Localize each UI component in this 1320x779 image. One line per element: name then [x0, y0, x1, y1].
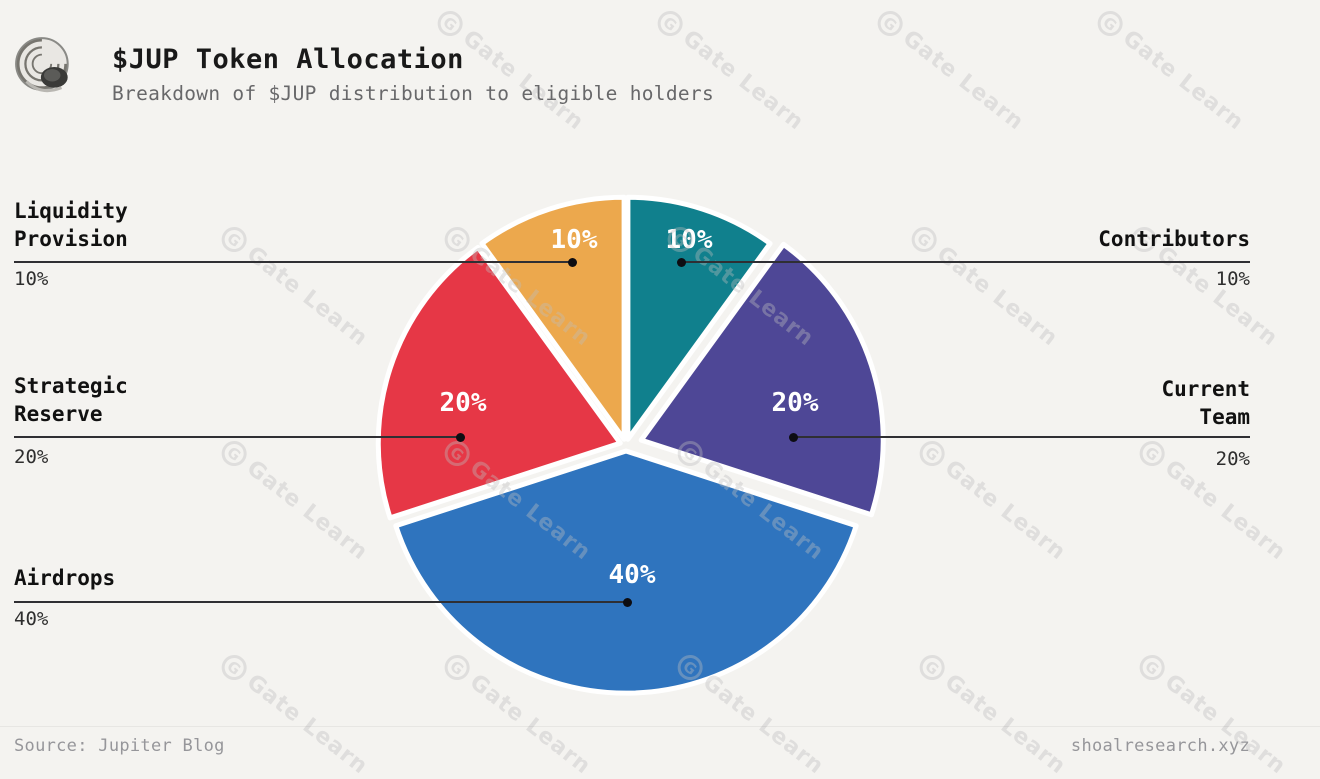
slice-percent-label: 40%	[609, 560, 656, 590]
callout-percent-liquidity: 10%	[14, 268, 49, 290]
callout-label-line: Contributors	[1098, 227, 1250, 251]
callout-dot-strategic	[456, 433, 465, 442]
site-credit: shoalresearch.xyz	[1070, 736, 1250, 756]
callout-dot-airdrops	[623, 598, 632, 607]
callout-percent-strategic: 20%	[14, 446, 49, 468]
callout-label-line: Team	[1199, 405, 1250, 429]
callout-leader-line-strategic	[14, 436, 461, 438]
callout-dot-contributors	[677, 258, 686, 267]
callout-dot-liquidity	[568, 258, 577, 267]
callout-label-liquidity-provision: Liquidity Provision	[14, 197, 128, 253]
callout-label-current-team: Current Team	[1161, 375, 1250, 431]
callout-percent-team: 20%	[1215, 448, 1250, 470]
callout-label-line: Strategic	[14, 374, 128, 398]
callout-leader-line-contributors	[680, 261, 1250, 263]
slice-percent-label: 20%	[772, 388, 819, 418]
pie-slice-contributors	[625, 194, 773, 442]
footer: Source: Jupiter Blog shoalresearch.xyz	[0, 726, 1320, 779]
callout-label-line: Reserve	[14, 402, 103, 426]
pie-slice-current-team	[638, 241, 886, 518]
page-subtitle: Breakdown of $JUP distribution to eligib…	[112, 82, 714, 105]
header: $JUP Token Allocation Breakdown of $JUP …	[0, 0, 1320, 140]
slice-percent-label: 20%	[440, 388, 487, 418]
slice-percent-label: 10%	[551, 225, 598, 255]
callout-label-airdrops: Airdrops	[14, 564, 115, 592]
pie-slice-airdrops	[393, 448, 859, 696]
callout-label-line: Current	[1161, 377, 1250, 401]
callout-percent-contributors: 10%	[1215, 268, 1250, 290]
source-credit: Source: Jupiter Blog	[14, 736, 225, 756]
shell-icon	[15, 37, 69, 93]
pie-slice-strategic-reserve	[375, 244, 623, 521]
callout-label-line: Provision	[14, 227, 128, 251]
callout-percent-airdrops: 40%	[14, 608, 49, 630]
callout-label-strategic-reserve: Strategic Reserve	[14, 372, 128, 428]
callout-label-line: Airdrops	[14, 566, 116, 590]
callout-label-line: Liquidity	[14, 199, 128, 223]
callout-dot-team	[789, 433, 798, 442]
callout-label-contributors: Contributors	[1098, 225, 1250, 253]
callout-leader-line-team	[792, 436, 1250, 438]
page-title: $JUP Token Allocation	[112, 44, 464, 75]
slice-percent-label: 10%	[666, 225, 713, 255]
callout-leader-line-airdrops	[14, 601, 628, 603]
pie-slice-liquidity-provision	[479, 194, 627, 442]
callout-leader-line-liquidity	[14, 261, 573, 263]
